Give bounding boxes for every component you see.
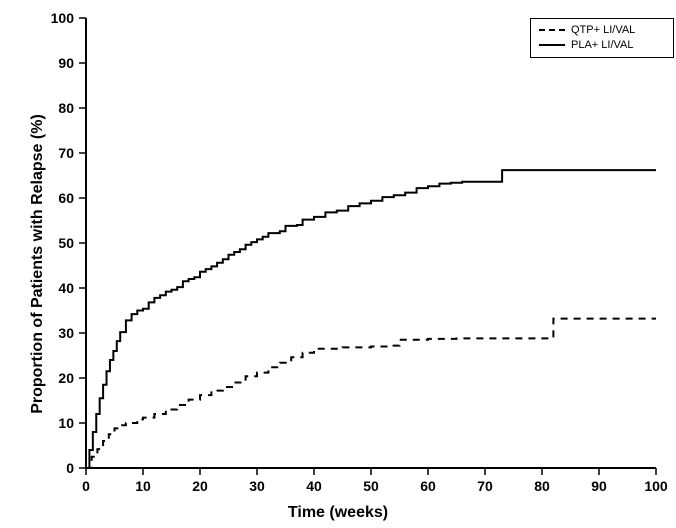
chart-canvas: 0 10 20 30 40 50 60 70 80 90 100 0 10 20 30 40 50 60 70 80 9…: [0, 0, 676, 528]
y-axis-label: Proportion of Patients with Relapse (%): [29, 114, 47, 414]
legend-swatch: [539, 44, 565, 46]
svg-text:0: 0: [66, 460, 74, 476]
relapse-chart: 0 10 20 30 40 50 60 70 80 90 100 0 10 20 30 40 50 60 70 80 9…: [0, 0, 676, 528]
svg-text:100: 100: [51, 10, 75, 26]
svg-text:70: 70: [477, 478, 493, 494]
svg-text:80: 80: [534, 478, 550, 494]
svg-text:60: 60: [420, 478, 436, 494]
svg-text:20: 20: [58, 370, 74, 386]
legend-item: QTP+ LI/VAL: [539, 23, 665, 38]
svg-text:70: 70: [58, 145, 74, 161]
svg-text:30: 30: [58, 325, 74, 341]
legend-label: QTP+ LI/VAL: [571, 23, 635, 38]
svg-text:80: 80: [58, 100, 74, 116]
svg-text:10: 10: [58, 415, 74, 431]
legend: QTP+ LI/VALPLA+ LI/VAL: [530, 18, 674, 58]
svg-text:60: 60: [58, 190, 74, 206]
legend-item: PLA+ LI/VAL: [539, 38, 665, 53]
svg-text:90: 90: [58, 55, 74, 71]
svg-text:50: 50: [58, 235, 74, 251]
legend-label: PLA+ LI/VAL: [571, 38, 633, 53]
svg-text:30: 30: [249, 478, 265, 494]
svg-text:90: 90: [591, 478, 607, 494]
svg-text:20: 20: [192, 478, 208, 494]
svg-text:40: 40: [306, 478, 322, 494]
svg-text:100: 100: [644, 478, 668, 494]
svg-text:50: 50: [363, 478, 379, 494]
svg-text:40: 40: [58, 280, 74, 296]
x-axis-label: Time (weeks): [288, 504, 388, 522]
svg-text:0: 0: [82, 478, 90, 494]
svg-text:10: 10: [135, 478, 151, 494]
legend-swatch: [539, 29, 565, 31]
